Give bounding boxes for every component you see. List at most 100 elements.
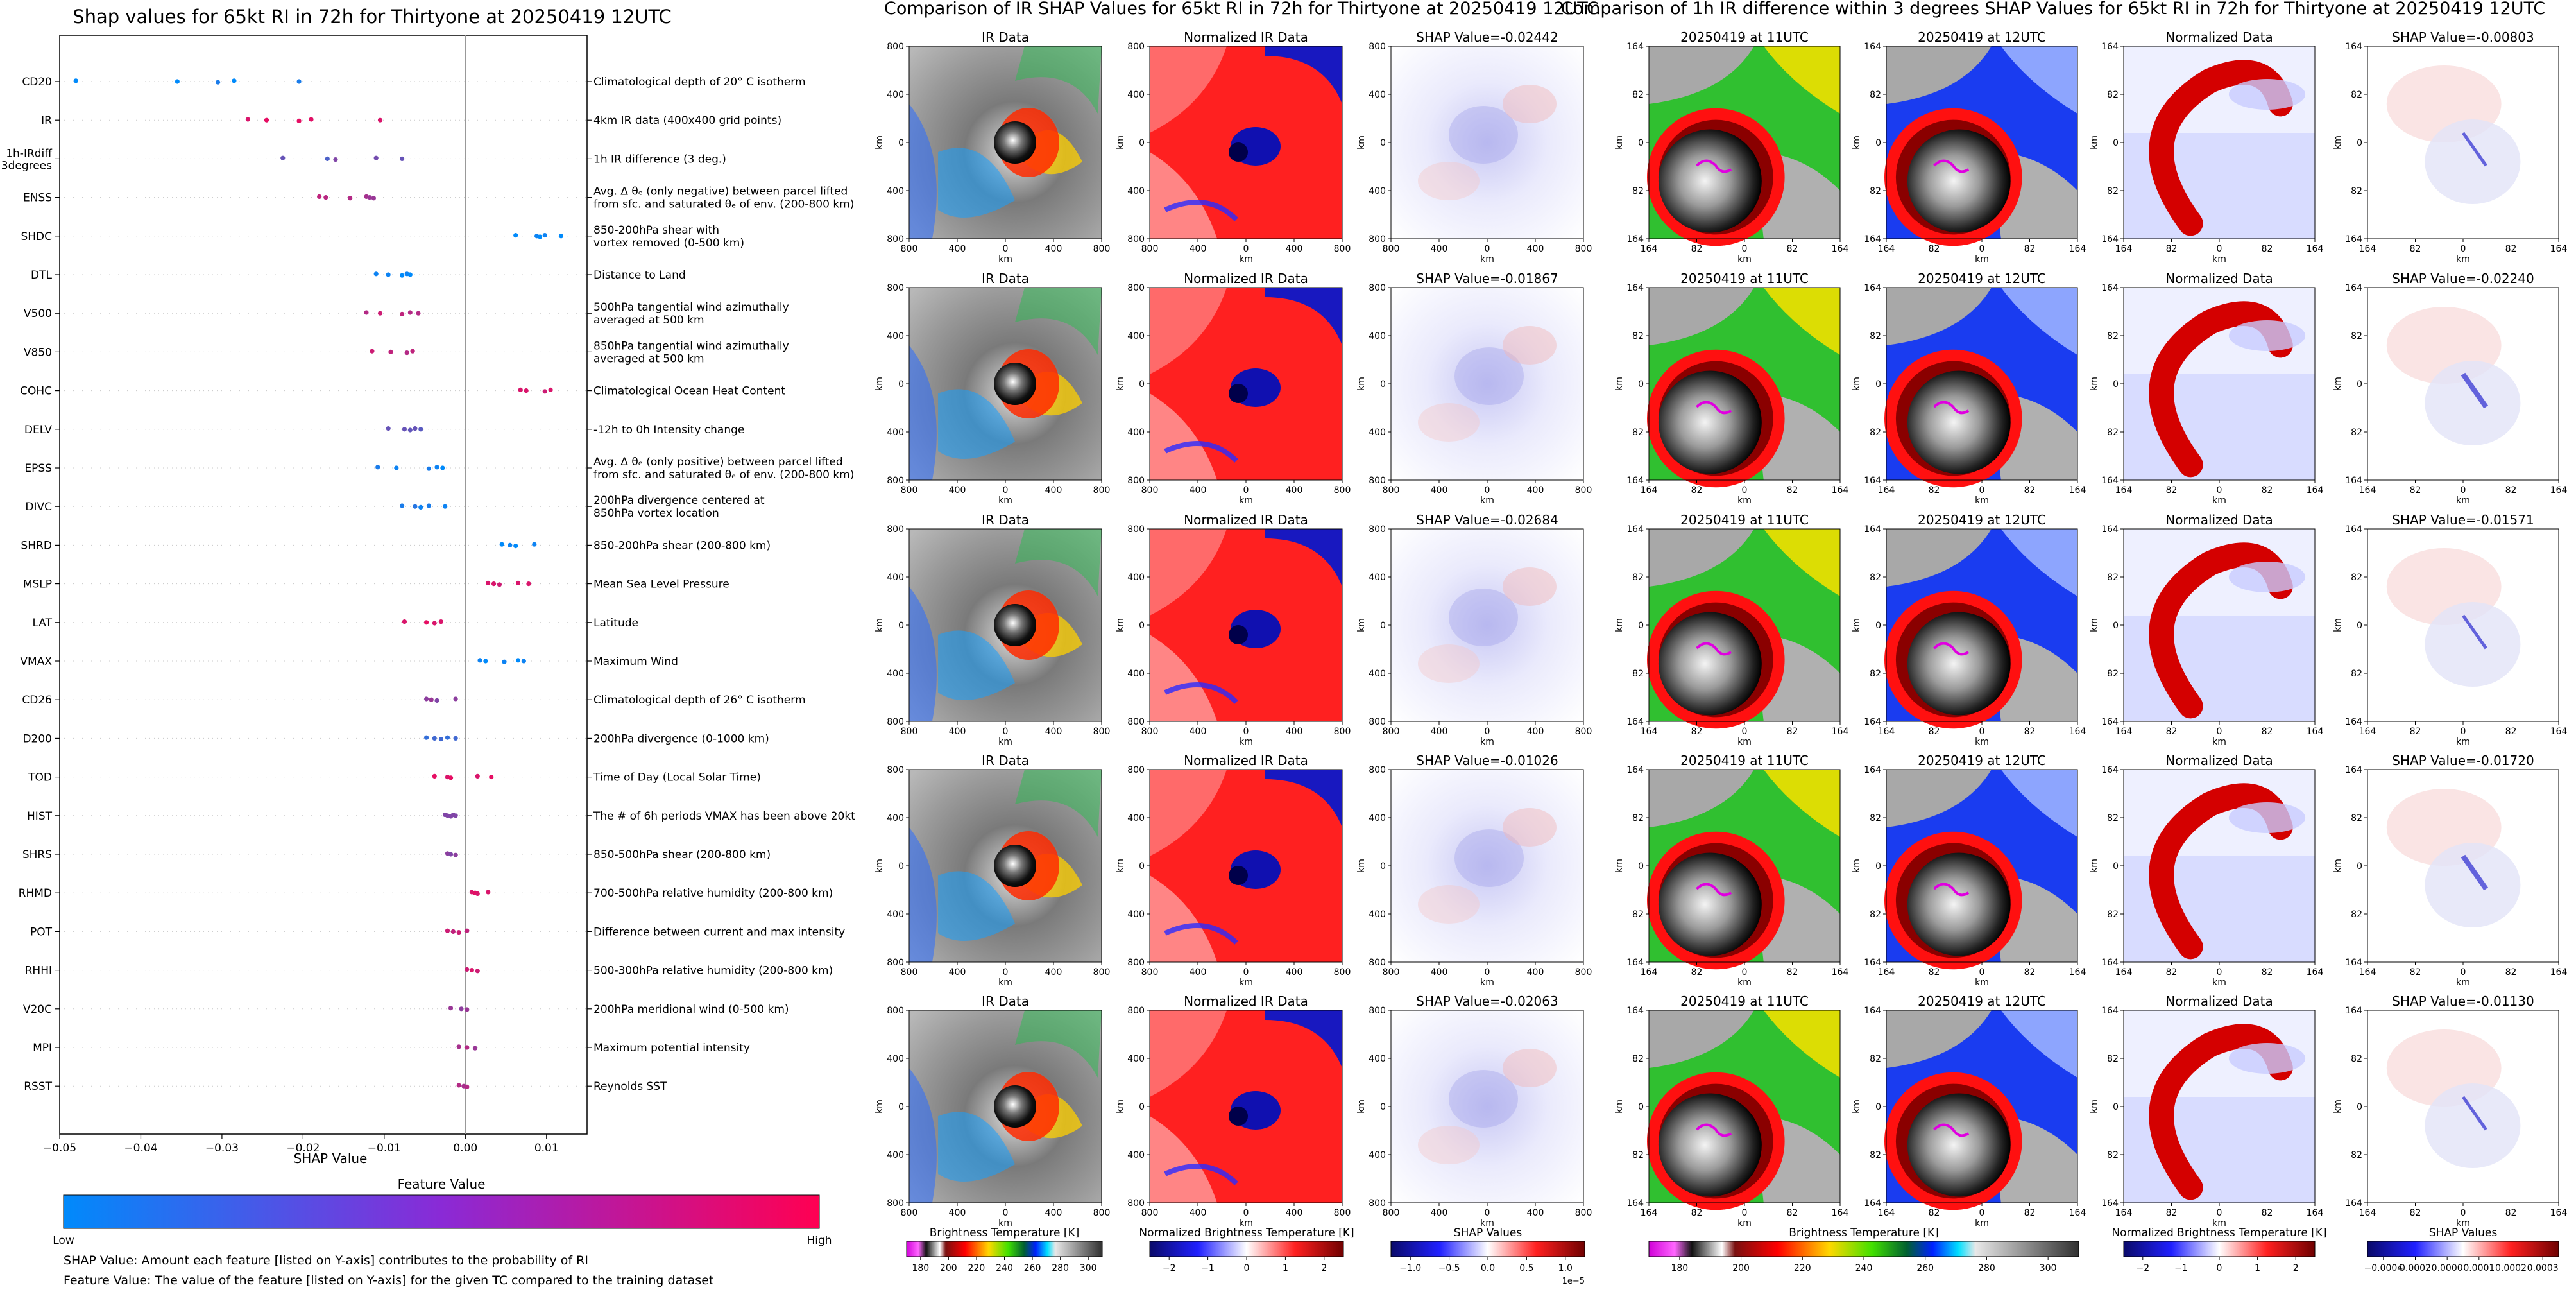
ir-storm-core [994, 363, 1036, 405]
feature-colorbar-low: Low [53, 1234, 74, 1247]
x-tick-label: −0.05 [43, 1142, 76, 1155]
x-tick-label: 0 [1003, 727, 1009, 737]
y-tick-label: 800 [1127, 765, 1145, 775]
shap-point [456, 930, 461, 935]
y-tick-label: 164 [1626, 476, 1644, 486]
x-tick-label: 0 [2217, 244, 2222, 254]
shap-point [475, 969, 480, 974]
feature-name-label: LAT [32, 617, 52, 630]
shap-point [325, 156, 330, 161]
y-tick-label: 400 [1369, 331, 1386, 341]
feature-description-label: from sfc. and saturated θₑ of env. (200-… [593, 469, 854, 481]
ir-panel: Normalized IR Data8008004004000040040080… [1115, 994, 1351, 1228]
x-tick-label: 164 [1832, 244, 1849, 254]
shap-point [445, 735, 450, 740]
y-tick-label: 82 [2351, 1150, 2362, 1160]
ir-warm-cloud [1015, 1010, 1102, 1078]
x-tick-label: 800 [1141, 967, 1159, 978]
feature-description-label: vortex removed (0-500 km) [593, 237, 744, 250]
y-tick-label: 0 [898, 379, 904, 390]
normalized-region [1150, 46, 1227, 133]
ir-cold-cloud [938, 148, 1015, 218]
shap-point [432, 736, 437, 741]
feature-name-label: V850 [24, 346, 52, 359]
shap-negative-streak [2461, 1096, 2487, 1131]
shap-point [370, 349, 375, 354]
shap-point [400, 503, 405, 508]
shap-plot-frame [59, 35, 588, 1135]
y-axis-label: km [2089, 135, 2099, 150]
x-tick-label: 82 [2410, 244, 2421, 254]
x-axis-label: km [2212, 495, 2226, 506]
y-tick-label: 164 [2101, 524, 2119, 535]
ir-cold-cloud [938, 389, 1015, 459]
shap-point [377, 117, 383, 123]
x-tick-label: 800 [901, 967, 918, 978]
panel-title: Normalized IR Data [1184, 271, 1308, 286]
irdiff-clear-region [1649, 288, 1754, 345]
x-tick-label: 164 [1832, 727, 1849, 737]
x-axis-label: km [2456, 1218, 2470, 1228]
y-tick-label: 400 [887, 1054, 904, 1064]
shap-point [424, 735, 429, 740]
x-tick-label: −0.03 [205, 1142, 239, 1155]
y-axis-label: km [874, 135, 885, 150]
shap-point [400, 273, 405, 278]
y-tick-label: 164 [2101, 234, 2119, 245]
x-tick-label: 164 [1641, 1208, 1658, 1218]
feature-description-label: Avg. Δ θₑ (only negative) between parcel… [593, 185, 848, 198]
x-tick-label: 400 [1527, 244, 1544, 254]
x-tick-label: 82 [2410, 967, 2421, 978]
x-tick-label: 800 [1575, 727, 1592, 737]
x-tick-label: 0.00 [453, 1142, 477, 1155]
shap-point [245, 117, 250, 122]
shap-positive-region [1418, 162, 1480, 200]
y-tick-label: 800 [887, 717, 904, 727]
irdiff-region [1763, 1010, 1840, 1078]
y-tick-label: 164 [1864, 765, 1881, 775]
feature-name-label: RSST [24, 1080, 52, 1093]
x-tick-label: 164 [2307, 485, 2324, 495]
y-tick-label: 800 [1127, 958, 1145, 968]
panel-title: 20250419 at 11UTC [1680, 271, 1809, 286]
y-tick-label: 82 [1632, 331, 1644, 341]
irdiff-normalized-region [2228, 802, 2306, 833]
feature-description-label: Mean Sea Level Pressure [593, 578, 729, 591]
x-tick-label: 82 [2024, 485, 2036, 495]
y-tick-label: 164 [2345, 1006, 2362, 1016]
x-tick-label: 400 [1190, 967, 1207, 978]
x-tick-label: 0 [1485, 244, 1490, 254]
irdiff-panel: Normalized Data1641648282008282164164kmk… [2089, 271, 2323, 506]
y-axis-label: km [1614, 1099, 1625, 1114]
y-tick-label: 0 [1638, 379, 1644, 390]
x-tick-label: 164 [1878, 967, 1895, 978]
colorbar-tick-label: −2 [1163, 1263, 1176, 1273]
colorbar-tick-label: 180 [912, 1263, 929, 1273]
irdiff-normalized-region [2228, 562, 2306, 592]
y-tick-label: 82 [2351, 186, 2362, 196]
colorbar-tick-label: 0.0001 [2463, 1263, 2495, 1273]
feature-description-label: -12h to 0h Intensity change [593, 424, 744, 436]
y-tick-label: 0 [1638, 621, 1644, 631]
ir-warm-cloud [1015, 770, 1102, 837]
feature-name-label: D200 [22, 732, 52, 745]
x-tick-label: 164 [2115, 967, 2133, 978]
irdiff-panel: 20250419 at 11UTC1641648282008282164164k… [1614, 994, 1848, 1228]
y-tick-label: 0 [1139, 379, 1145, 390]
ir-warm-cloud [1015, 529, 1102, 596]
colorbar-tick-label: −1 [2174, 1263, 2188, 1273]
shap-point [513, 544, 518, 549]
normalized-region [1150, 393, 1217, 480]
y-tick-label: 0 [898, 1102, 904, 1112]
y-tick-label: 800 [1127, 476, 1145, 486]
normalized-cold-region [1265, 46, 1342, 104]
shap-point [232, 78, 237, 83]
irdiff-storm-core [1658, 129, 1762, 233]
y-axis-label: km [1115, 1099, 1125, 1114]
x-tick-label: 400 [1431, 967, 1448, 978]
x-tick-label: 400 [1527, 967, 1544, 978]
irdiff-panel: SHAP Value=-0.01720164164828200828216416… [2333, 753, 2567, 988]
shap-image [1391, 529, 1583, 721]
x-tick-label: 164 [1641, 727, 1658, 737]
ir-cold-cloud [909, 587, 937, 721]
